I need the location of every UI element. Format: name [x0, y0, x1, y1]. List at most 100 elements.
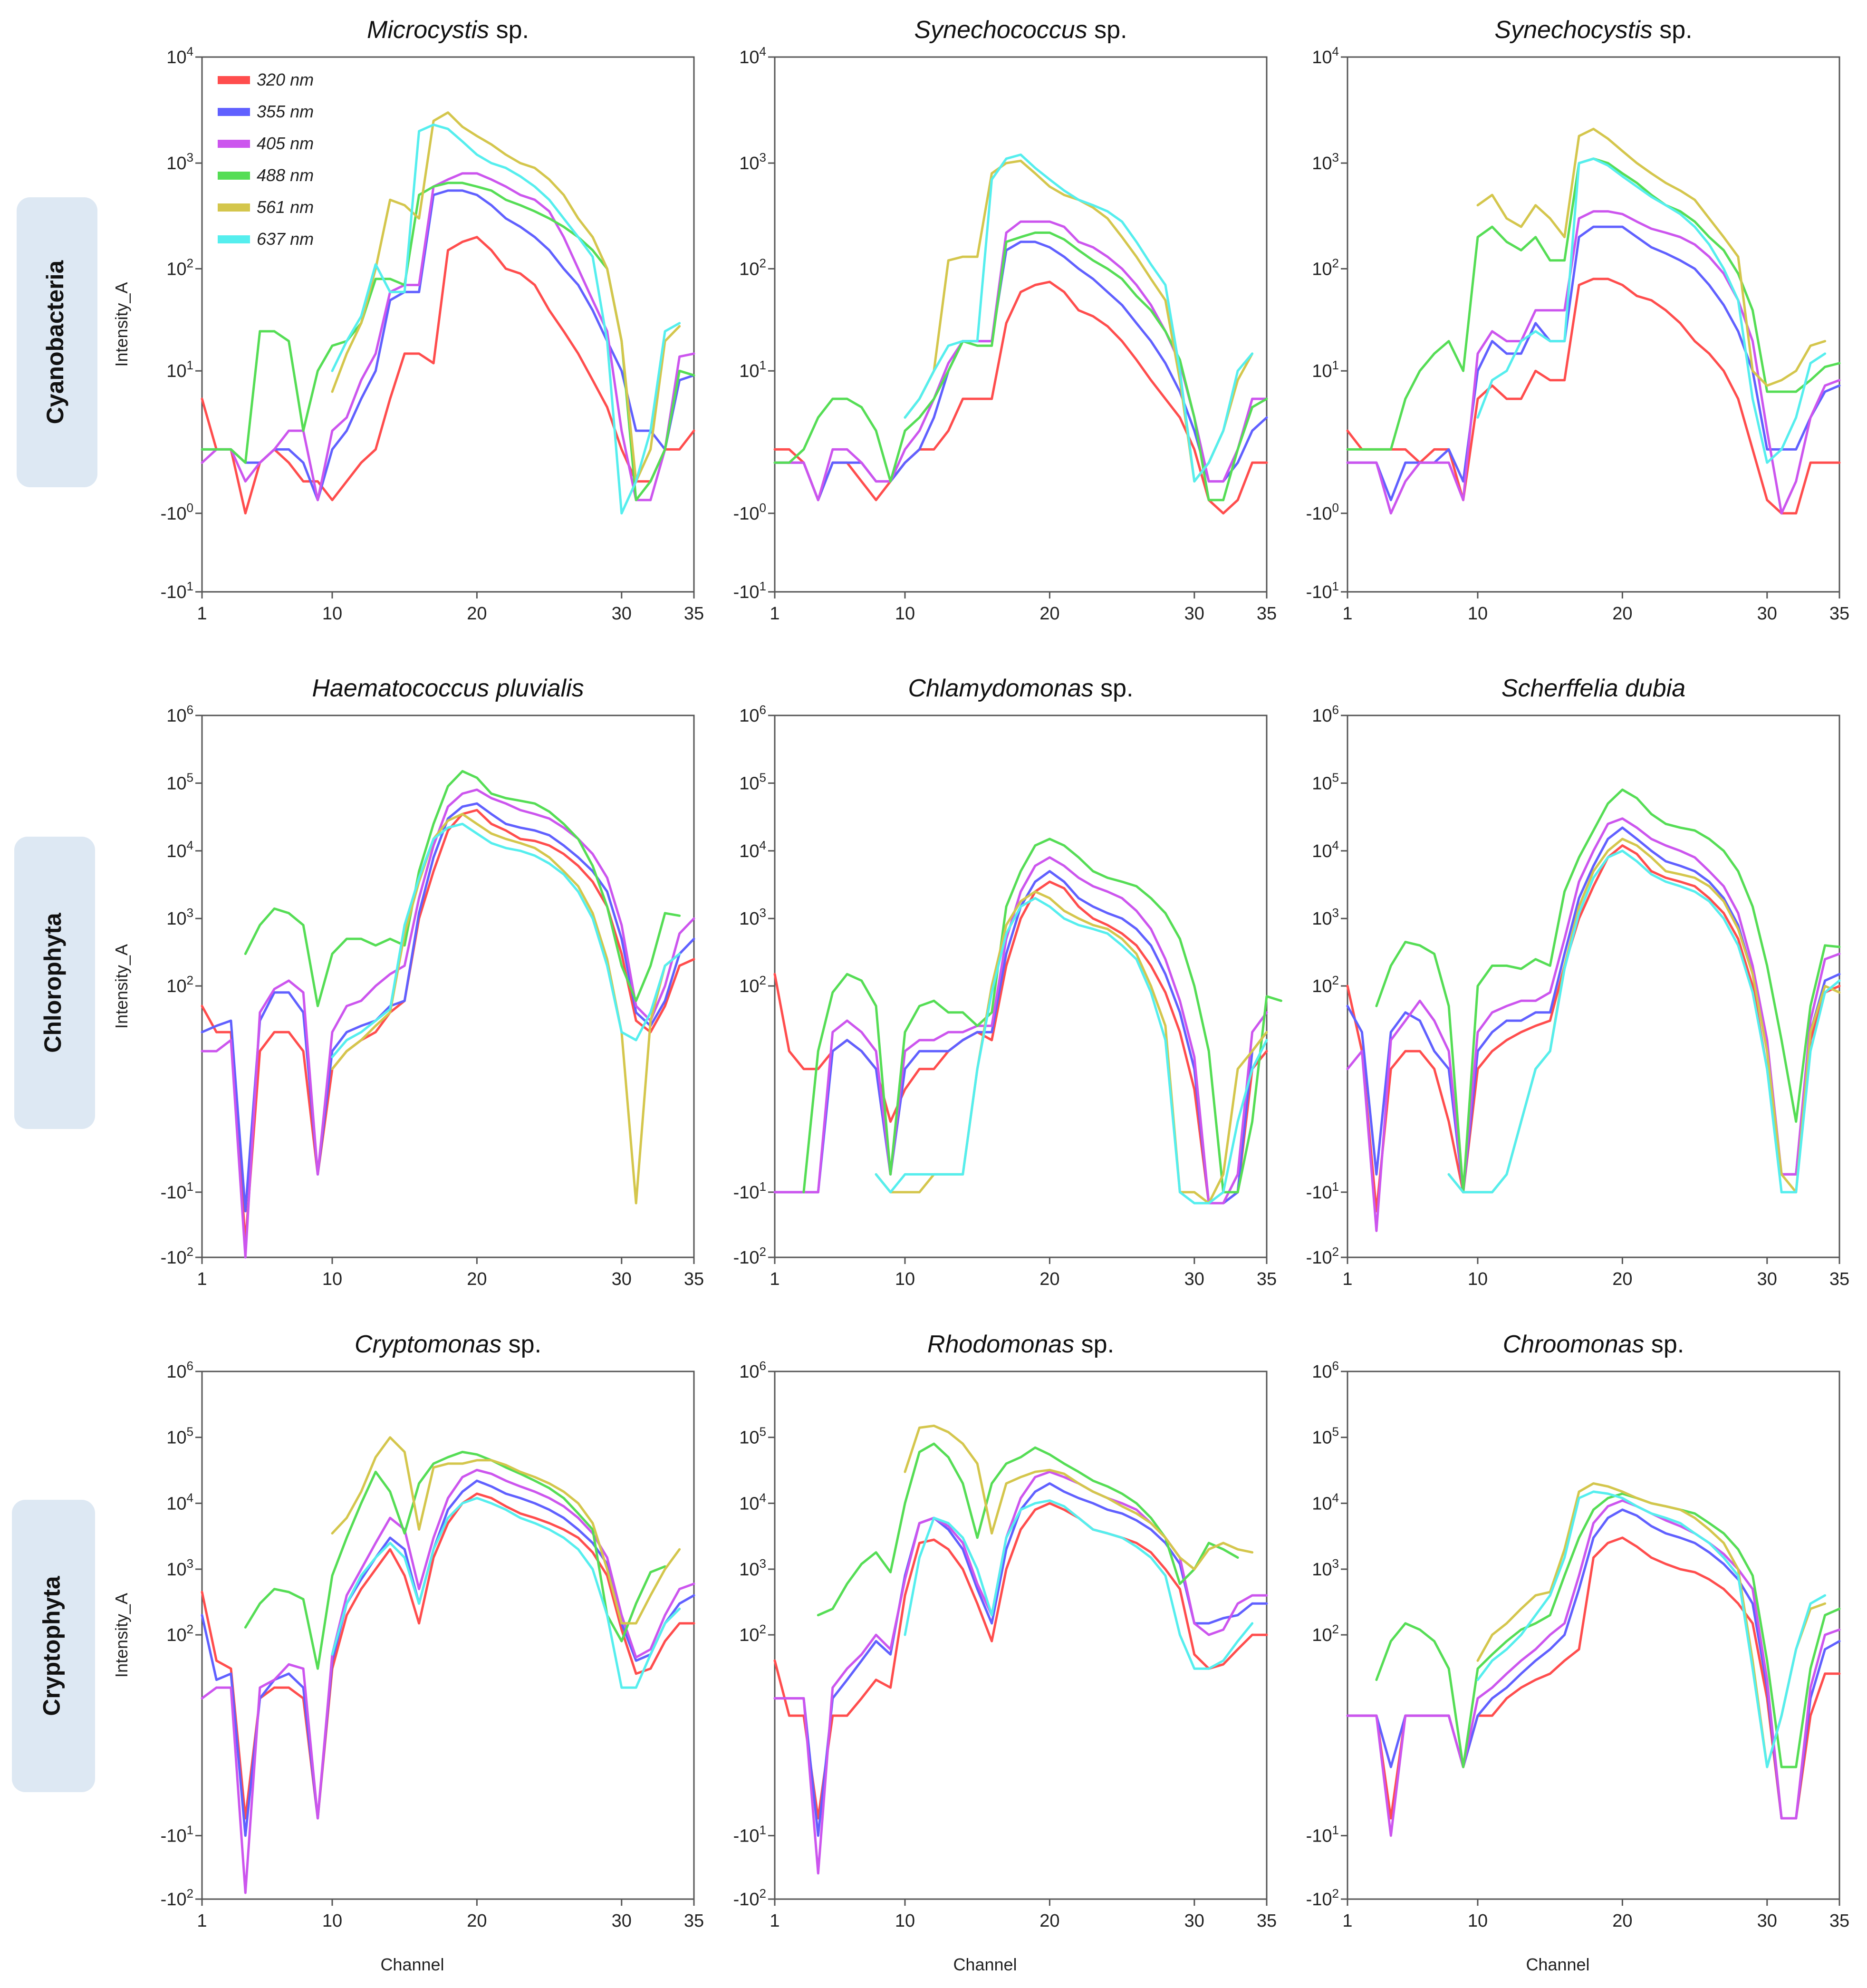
series-line-637-nm: [331, 1496, 681, 1689]
legend-label: 561 nm: [257, 197, 314, 217]
y-tick-exp: 2: [187, 256, 193, 270]
legend-swatch: [218, 76, 250, 84]
y-tick-label: 104: [166, 44, 193, 68]
legend-swatch: [218, 172, 250, 180]
series-line-637-nm: [1447, 849, 1841, 1194]
series-line-355-nm: [201, 802, 695, 1213]
y-tick-exp: 4: [187, 1490, 193, 1505]
y-tick-base: 10: [739, 1494, 759, 1514]
x-tick-label: 35: [684, 604, 704, 624]
y-tick-label: 106: [739, 1359, 766, 1382]
y-tick-label: 103: [1312, 1556, 1339, 1580]
y-tick-exp: 6: [760, 1359, 766, 1373]
y-tick-label: 104: [739, 1490, 766, 1514]
y-tick-label: 105: [166, 770, 193, 793]
y-tick-base: 10: [739, 259, 759, 279]
y-tick-exp: 5: [1332, 1425, 1339, 1439]
y-tick-base: 10: [739, 1560, 759, 1580]
y-tick-label: -101: [161, 1823, 193, 1846]
y-tick-exp: 1: [760, 1823, 766, 1837]
series-line-637-nm: [331, 123, 681, 515]
legend-swatch: [218, 203, 250, 212]
y-tick-label: 105: [739, 1425, 766, 1448]
y-tick-base: 10: [166, 1625, 186, 1645]
panel-title-suffix: sp.: [1074, 1331, 1114, 1358]
y-tick-label: 102: [739, 973, 766, 996]
y-tick-exp: 1: [187, 1823, 193, 1837]
panel-chlamydomonas: Chlamydomonas sp.-102-101102103104105106…: [733, 675, 1282, 1289]
plot-frame: [1347, 1370, 1840, 1900]
y-tick-base: 10: [1312, 773, 1332, 793]
panel-title: Synechococcus sp.: [914, 16, 1127, 44]
series-line-488-nm: [1375, 788, 1841, 1194]
y-tick-base: -10: [733, 1890, 760, 1910]
group-label-text: Chlorophyta: [39, 912, 66, 1053]
panel-title: Microcystis sp.: [367, 16, 529, 44]
group-label-cryptophyta: Cryptophyta: [12, 1500, 95, 1792]
y-tick-exp: 6: [187, 703, 193, 717]
panel-title: Haematococcus pluvialis: [312, 675, 584, 702]
y-tick-exp: 1: [1332, 1179, 1339, 1194]
plot-frame: [201, 714, 695, 1258]
series-line-561-nm: [904, 159, 1254, 483]
y-tick-exp: 0: [187, 501, 193, 515]
x-tick-label: 10: [322, 1911, 342, 1931]
y-tick-base: 10: [1312, 1428, 1332, 1448]
legend-label: 355 nm: [257, 102, 314, 121]
y-tick-label: -100: [1306, 501, 1339, 524]
y-axis-label: Intensity_A: [112, 944, 131, 1029]
x-tick-label: 10: [895, 1269, 915, 1289]
x-tick-label: 1: [197, 1911, 207, 1931]
y-tick-label: 104: [1312, 44, 1339, 68]
x-tick-label: 1: [1342, 1269, 1352, 1289]
y-tick-base: -10: [161, 1826, 187, 1846]
series-group: [201, 1436, 695, 1894]
group-label-box: [17, 197, 97, 487]
plot-frame: [201, 56, 695, 593]
y-tick-exp: 5: [760, 770, 766, 784]
panel-title-italic: Chroomonas: [1503, 1331, 1645, 1358]
y-tick-base: 10: [739, 841, 759, 861]
y-tick-label: -101: [733, 1823, 766, 1846]
panel-title-suffix: sp.: [489, 16, 529, 44]
y-tick-label: 103: [739, 1556, 766, 1580]
series-group: [1346, 127, 1841, 515]
y-tick-label: 102: [166, 973, 193, 996]
plot-frame: [1347, 56, 1840, 593]
series-line-488-nm: [1375, 1492, 1841, 1768]
panel-title-italic: Microcystis: [367, 16, 489, 44]
plot-frame: [201, 1370, 695, 1900]
x-tick-label: 1: [770, 604, 780, 624]
x-tick-label: 20: [1612, 604, 1632, 624]
panel-scherffelia-dubia: Scherffelia dubia-102-101102103104105106…: [1306, 675, 1850, 1289]
plot-frame: [774, 56, 1268, 593]
legend: 320 nm 355 nm 405 nm 488 nm 561 nm 637 nm: [218, 70, 314, 249]
x-tick-label: 35: [1257, 1911, 1277, 1931]
x-tick-label: 10: [895, 604, 915, 624]
y-tick-exp: 4: [187, 838, 193, 852]
series-line-561-nm: [904, 1424, 1254, 1571]
x-tick-label: 20: [1039, 1269, 1059, 1289]
y-tick-base: 10: [166, 259, 186, 279]
y-tick-base: 10: [739, 48, 759, 68]
panel-title-italic: Haematococcus pluvialis: [312, 675, 584, 702]
series-line-637-nm: [1476, 1490, 1827, 1768]
series-line-405-nm: [201, 172, 695, 502]
y-axis-label: Intensity_A: [112, 282, 131, 367]
y-tick-label: 104: [1312, 838, 1339, 861]
series-line-488-nm: [773, 232, 1268, 502]
series-line-561-nm: [331, 111, 681, 483]
y-tick-base: -10: [733, 1248, 760, 1268]
x-tick-label: 30: [1184, 604, 1204, 624]
y-tick-exp: 5: [187, 1425, 193, 1439]
y-tick-label: 105: [1312, 770, 1339, 793]
series-line-405-nm: [1346, 210, 1841, 515]
y-tick-exp: 3: [760, 1556, 766, 1571]
y-tick-base: 10: [166, 909, 186, 929]
series-group: [1346, 788, 1841, 1232]
